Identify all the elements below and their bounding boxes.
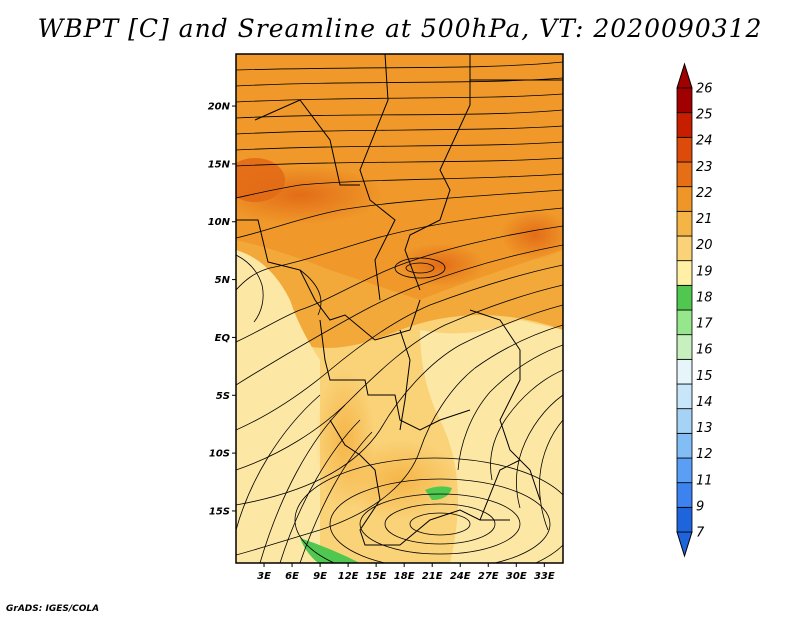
- colorbar-segment: [676, 136, 693, 163]
- colorbar-segment: [676, 186, 693, 212]
- wbpt-region-18-patch: [425, 486, 452, 500]
- colorbar-segment: [676, 87, 693, 114]
- colorbar-segment: [676, 358, 693, 385]
- colorbar-label: 19: [696, 264, 713, 279]
- colorbar-segment: [676, 334, 693, 360]
- lon-label: 9E: [313, 571, 327, 582]
- country-borders: [236, 54, 563, 546]
- map-plot-area: [236, 54, 563, 563]
- colorbar-label: 13: [696, 421, 713, 436]
- lat-label: 10S: [209, 449, 230, 460]
- wbpt-region-23-center: [395, 243, 485, 287]
- lon-label: 33E: [534, 571, 555, 582]
- colorbar-segment: [676, 383, 693, 410]
- grads-credit: GrADS: IGES/COLA: [6, 604, 100, 614]
- lon-label: 30E: [506, 571, 527, 582]
- colorbar-min-arrow: [676, 531, 693, 558]
- map-frame: [235, 53, 564, 564]
- colorbar-label: 16: [696, 343, 713, 358]
- chart-title: WBPT [C] and Sreamline at 500hPa, VT: 20…: [37, 14, 763, 43]
- colorbar-segment: [676, 408, 693, 434]
- colorbar-label: 26: [696, 82, 713, 97]
- colorbar-label: 7: [696, 526, 705, 541]
- latitude-axis: 20N 15N 10N 5N EQ 5S 10S 15S: [208, 102, 236, 517]
- lon-label: 24E: [450, 571, 471, 582]
- colorbar-label: 9: [696, 499, 704, 514]
- colorbar-segment: [676, 309, 693, 336]
- lat-label: EQ: [215, 333, 231, 344]
- colorbar-segment: [676, 210, 693, 237]
- lat-label: 15S: [209, 506, 230, 517]
- lat-label: 20N: [208, 102, 231, 113]
- colorbar-label: 15: [696, 369, 713, 384]
- colorbar-label: 20: [696, 238, 713, 253]
- colorbar-segment: [676, 161, 693, 188]
- wbpt-region-19-west: [236, 250, 320, 563]
- lon-label: 27E: [478, 571, 499, 582]
- lon-label: 18E: [394, 571, 415, 582]
- lat-label: 5S: [216, 391, 230, 402]
- colorbar-label: 21: [696, 212, 713, 227]
- lon-label: 15E: [366, 571, 387, 582]
- colorbar-segment: [676, 284, 693, 311]
- colorbar-segment: [676, 260, 693, 286]
- colorbar-segment: [676, 235, 693, 262]
- lon-label: 12E: [338, 571, 359, 582]
- colorbar-label: 11: [696, 473, 713, 488]
- colorbar-label: 22: [696, 186, 713, 201]
- lon-label: 6E: [285, 571, 299, 582]
- colorbar-label: 17: [696, 317, 713, 332]
- colorbar-label: 23: [696, 160, 713, 175]
- wbpt-region-23-edge: [236, 158, 285, 202]
- colorbar-segment: [676, 432, 693, 459]
- lon-label: 3E: [257, 571, 271, 582]
- colorbar-segment: [676, 506, 693, 533]
- wbpt-region-19-east: [420, 320, 563, 563]
- colorbar-segment: [676, 482, 693, 508]
- wbpt-region-18-southwest: [300, 538, 360, 563]
- colorbar: 7 9 11 12 13 14 15 16 17 18 19 20 21 22 23 24 25 26: [676, 62, 713, 558]
- wbpt-region-23-east: [500, 210, 563, 260]
- wbpt-region-20-basin: [340, 440, 460, 520]
- lat-label: 5N: [215, 275, 231, 286]
- longitude-axis: 3E 6E 9E 12E 15E 18E 21E 24E 27E 30E 33E: [257, 563, 555, 582]
- colorbar-label: 24: [696, 134, 713, 149]
- colorbar-label: 14: [696, 395, 713, 410]
- lat-label: 10N: [208, 217, 231, 228]
- colorbar-label: 25: [696, 108, 713, 123]
- colorbar-label: 18: [696, 290, 713, 305]
- lat-label: 15N: [208, 159, 231, 170]
- colorbar-segment: [676, 457, 693, 484]
- streamlines: [236, 61, 563, 563]
- colorbar-label: 12: [696, 447, 713, 462]
- colorbar-max-arrow: [676, 62, 693, 89]
- lon-label: 21E: [422, 571, 443, 582]
- colorbar-segment: [676, 112, 693, 138]
